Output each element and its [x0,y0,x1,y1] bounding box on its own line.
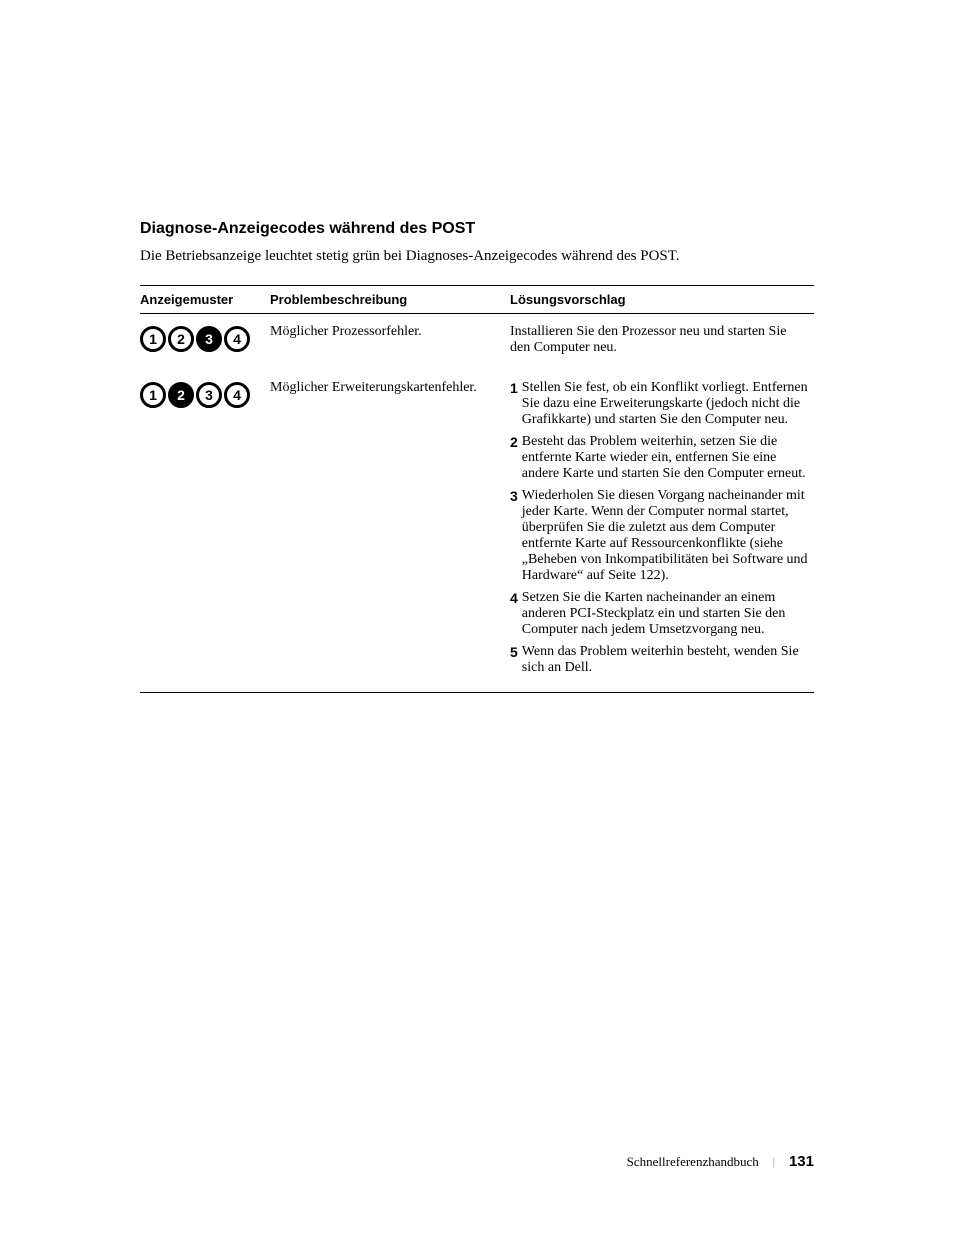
step-text: Setzen Sie die Karten nacheinander an ei… [522,590,808,638]
page-footer: Schnellreferenzhandbuch | 131 [627,1153,814,1170]
column-header-pattern: Anzeigemuster [140,286,270,314]
indicator-pattern: 1234 [140,324,264,352]
problem-cell: Möglicher Erweiterungskartenfehler. [270,370,510,693]
solution-cell: Installieren Sie den Prozessor neu und s… [510,314,814,371]
step-text: Stellen Sie fest, ob ein Konflikt vorlie… [522,380,808,428]
step-number: 3 [510,488,518,584]
solution-cell: 1Stellen Sie fest, ob ein Konflikt vorli… [510,370,814,693]
step-number: 1 [510,380,518,428]
indicator-circle-2: 2 [168,326,194,352]
indicator-circle-4: 4 [224,382,250,408]
step-text: Wenn das Problem weiterhin besteht, wend… [522,644,808,676]
solution-step: 4Setzen Sie die Karten nacheinander an e… [510,590,808,638]
pattern-cell: 1234 [140,314,270,371]
indicator-circle-3: 3 [196,326,222,352]
step-number: 2 [510,434,518,482]
solution-step: 1Stellen Sie fest, ob ein Konflikt vorli… [510,380,808,428]
section-heading: Diagnose-Anzeigecodes während des POST [140,220,814,238]
column-header-problem: Problembeschreibung [270,286,510,314]
step-text: Besteht das Problem weiterhin, setzen Si… [522,434,808,482]
page-number: 131 [789,1153,814,1170]
problem-cell: Möglicher Prozessorfehler. [270,314,510,371]
solution-step: 2Besteht das Problem weiterhin, setzen S… [510,434,808,482]
indicator-pattern: 1234 [140,380,264,408]
indicator-circle-4: 4 [224,326,250,352]
solution-text: Installieren Sie den Prozessor neu und s… [510,324,808,356]
document-page: Diagnose-Anzeigecodes während des POST D… [0,0,954,753]
step-text: Wiederholen Sie diesen Vorgang nacheinan… [522,488,808,584]
diagnostic-table: Anzeigemuster Problembeschreibung Lösung… [140,285,814,693]
indicator-circle-1: 1 [140,382,166,408]
pattern-cell: 1234 [140,370,270,693]
intro-text: Die Betriebsanzeige leuchtet stetig grün… [140,248,814,265]
table-row: 1234Möglicher Prozessorfehler.Installier… [140,314,814,371]
solution-step: 5Wenn das Problem weiterhin besteht, wen… [510,644,808,676]
footer-label: Schnellreferenzhandbuch [627,1154,759,1170]
indicator-circle-2: 2 [168,382,194,408]
column-header-solution: Lösungsvorschlag [510,286,814,314]
table-row: 1234Möglicher Erweiterungskartenfehler.1… [140,370,814,693]
indicator-circle-3: 3 [196,382,222,408]
step-number: 5 [510,644,518,676]
indicator-circle-1: 1 [140,326,166,352]
solution-step: 3Wiederholen Sie diesen Vorgang nacheina… [510,488,808,584]
footer-separator: | [773,1156,775,1168]
step-number: 4 [510,590,518,638]
